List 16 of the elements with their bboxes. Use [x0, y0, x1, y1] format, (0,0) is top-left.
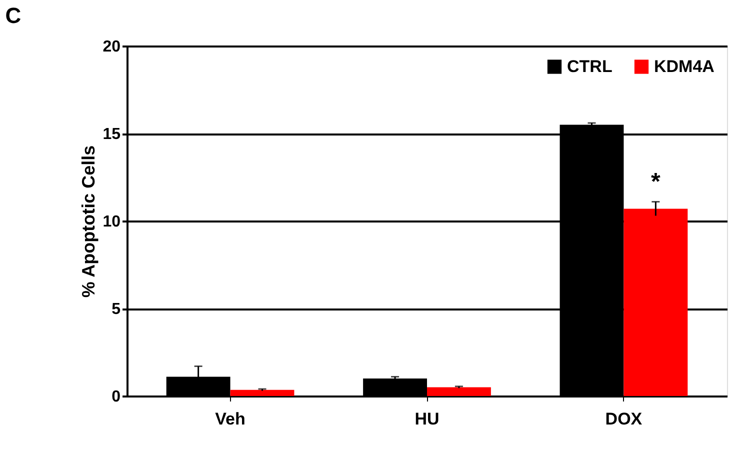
- y-tick-label: 10: [102, 214, 121, 230]
- y-axis-title: % Apoptotic Cells: [78, 145, 99, 298]
- bar: [624, 208, 688, 396]
- annotation: *: [651, 168, 662, 196]
- x-tick-label: Veh: [215, 410, 246, 428]
- bar: [427, 387, 491, 396]
- y-tick-label: 0: [112, 388, 121, 406]
- bar: [230, 390, 294, 396]
- chart-title: C: [5, 3, 22, 28]
- legend-label: CTRL: [567, 56, 612, 76]
- y-tick-label: 5: [112, 301, 121, 318]
- legend-label: KDM4A: [654, 56, 714, 76]
- x-tick-label: DOX: [605, 410, 643, 428]
- x-tick-label: HU: [414, 410, 440, 428]
- y-tick-label: 20: [102, 38, 121, 56]
- y-tick-label: 15: [102, 126, 121, 143]
